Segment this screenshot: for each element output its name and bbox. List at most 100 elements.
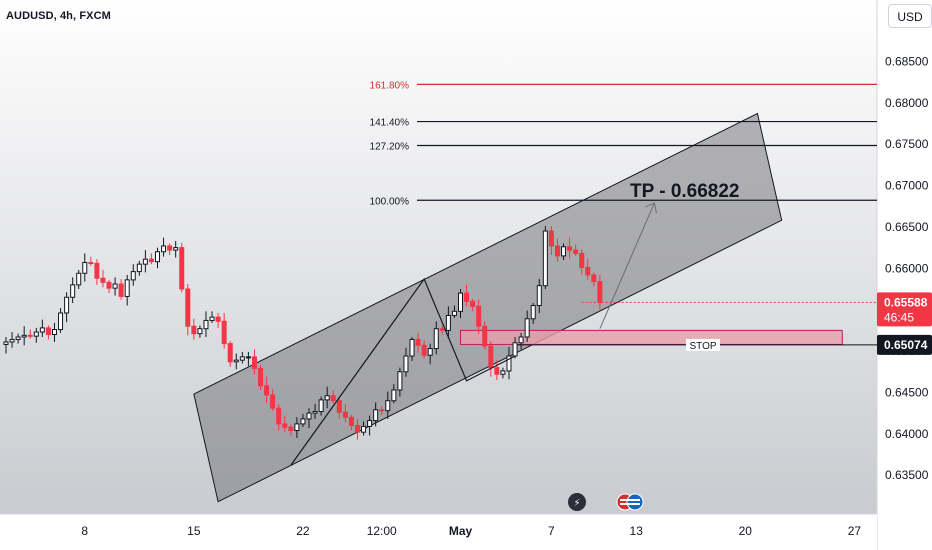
candle[interactable] — [258, 365, 264, 390]
candle[interactable] — [142, 250, 148, 273]
candle[interactable] — [3, 336, 9, 354]
candle[interactable] — [15, 333, 21, 344]
candle[interactable] — [445, 306, 451, 339]
candle[interactable] — [330, 389, 336, 404]
candle[interactable] — [300, 413, 306, 428]
candle[interactable] — [348, 414, 354, 431]
candle[interactable] — [397, 367, 403, 397]
candle[interactable] — [58, 308, 64, 333]
candle[interactable] — [373, 402, 379, 427]
candle[interactable] — [227, 341, 233, 367]
flag-us-icon[interactable] — [626, 493, 644, 511]
candle[interactable] — [324, 386, 330, 409]
candle[interactable] — [282, 415, 288, 433]
candle[interactable] — [415, 332, 421, 353]
projection-arrow[interactable] — [599, 202, 655, 329]
event-markers[interactable]: ⚡ — [568, 493, 644, 511]
candle[interactable] — [361, 421, 367, 436]
currency-button[interactable]: USD — [888, 4, 932, 28]
candle[interactable] — [70, 277, 76, 304]
candle[interactable] — [391, 384, 397, 404]
candle[interactable] — [136, 260, 142, 276]
symbol-title[interactable]: AUDUSD, 4h, FXCM — [6, 10, 111, 22]
candle[interactable] — [427, 343, 433, 365]
candle[interactable] — [561, 243, 567, 261]
candle[interactable] — [482, 321, 488, 350]
candle[interactable] — [506, 346, 512, 380]
time-axis[interactable] — [0, 514, 877, 550]
candle[interactable] — [433, 321, 439, 355]
candle[interactable] — [161, 237, 167, 257]
candle[interactable] — [548, 226, 554, 256]
candle[interactable] — [9, 332, 15, 348]
candle[interactable] — [554, 238, 560, 262]
candle[interactable] — [573, 244, 579, 256]
candle[interactable] — [500, 367, 506, 379]
candle[interactable] — [179, 242, 185, 293]
candle[interactable] — [312, 404, 318, 419]
candle[interactable] — [385, 391, 391, 419]
candle[interactable] — [579, 249, 585, 275]
candle[interactable] — [155, 247, 160, 269]
candle[interactable] — [203, 311, 209, 337]
candle[interactable] — [464, 284, 470, 307]
candle[interactable] — [245, 351, 251, 366]
candle[interactable] — [488, 341, 494, 377]
candle[interactable] — [288, 424, 294, 436]
candle[interactable] — [27, 329, 33, 339]
candle[interactable] — [336, 396, 342, 419]
candle[interactable] — [82, 253, 88, 282]
candle[interactable] — [106, 279, 112, 294]
lightning-icon[interactable] — [568, 493, 586, 511]
candle[interactable] — [342, 404, 348, 423]
candle[interactable] — [276, 404, 282, 431]
candle[interactable] — [585, 259, 591, 280]
candle[interactable] — [185, 284, 191, 336]
candle[interactable] — [270, 389, 276, 411]
candle[interactable] — [439, 325, 445, 335]
candle[interactable] — [21, 326, 27, 346]
candle[interactable] — [100, 269, 106, 288]
candle[interactable] — [76, 269, 82, 289]
candle[interactable] — [130, 264, 136, 286]
candle[interactable] — [88, 256, 94, 266]
price-axis[interactable] — [877, 0, 932, 550]
candle[interactable] — [518, 332, 524, 350]
candle[interactable] — [542, 226, 548, 289]
candle[interactable] — [536, 279, 542, 313]
candle[interactable] — [173, 240, 179, 258]
candle[interactable] — [124, 274, 130, 306]
candle[interactable] — [494, 360, 500, 381]
candle[interactable] — [476, 299, 482, 334]
candle[interactable] — [306, 408, 312, 429]
candle[interactable] — [39, 319, 45, 337]
candle[interactable] — [51, 322, 57, 342]
candle[interactable] — [458, 288, 463, 318]
candle[interactable] — [118, 279, 124, 300]
candle[interactable] — [209, 311, 215, 323]
candle[interactable] — [403, 347, 409, 377]
candle[interactable] — [197, 325, 203, 338]
candle[interactable] — [512, 336, 518, 359]
candle[interactable] — [524, 310, 530, 342]
candle[interactable] — [264, 376, 270, 404]
candle[interactable] — [294, 417, 300, 438]
candle[interactable] — [470, 298, 476, 312]
candle[interactable] — [451, 305, 457, 318]
candle[interactable] — [251, 349, 257, 375]
candle[interactable] — [530, 303, 536, 324]
candle[interactable] — [112, 277, 118, 296]
candle[interactable] — [215, 312, 221, 328]
candle[interactable] — [94, 259, 100, 285]
candle[interactable] — [221, 312, 227, 349]
candle[interactable] — [148, 253, 154, 265]
candle[interactable] — [567, 237, 573, 259]
support-zone[interactable] — [460, 329, 843, 345]
candle[interactable] — [367, 415, 373, 436]
candle[interactable] — [597, 274, 603, 310]
candle[interactable] — [354, 418, 360, 440]
candle[interactable] — [64, 292, 70, 323]
candle[interactable] — [379, 406, 385, 415]
candle[interactable] — [33, 327, 39, 343]
